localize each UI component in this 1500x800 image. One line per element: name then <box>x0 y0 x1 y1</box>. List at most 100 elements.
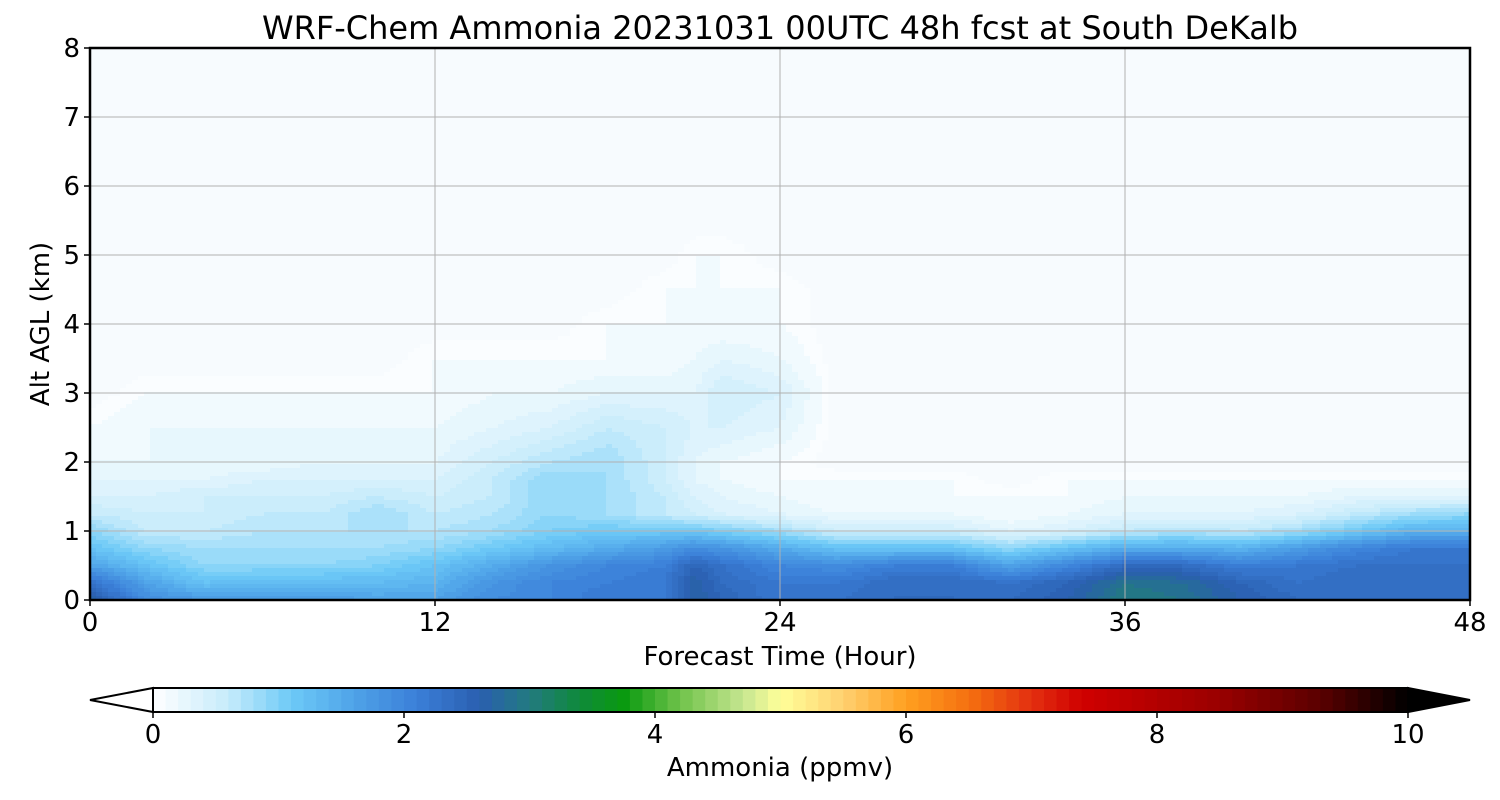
heatmap-cell <box>228 428 235 433</box>
heatmap-cell <box>240 416 247 421</box>
heatmap-cell <box>648 280 655 285</box>
heatmap-cell <box>258 424 265 429</box>
heatmap-cell <box>312 476 319 481</box>
heatmap-cell <box>252 376 259 381</box>
heatmap-cell <box>240 424 247 429</box>
heatmap-cell <box>552 400 559 405</box>
heatmap-cell <box>750 348 757 353</box>
heatmap-cell <box>648 476 655 481</box>
heatmap-cell <box>480 380 487 385</box>
heatmap-cell <box>462 348 469 353</box>
heatmap-cell <box>126 436 133 441</box>
heatmap-cell <box>684 384 691 389</box>
heatmap-cell <box>228 448 235 453</box>
heatmap-cell <box>150 440 157 445</box>
heatmap-cell <box>660 424 667 429</box>
heatmap-cell <box>486 452 493 457</box>
heatmap-cell <box>756 292 763 297</box>
heatmap-cell <box>522 344 529 349</box>
heatmap-cell <box>630 320 637 325</box>
heatmap-cell <box>738 428 745 433</box>
heatmap-cell <box>384 456 391 461</box>
heatmap-cell <box>618 480 625 485</box>
heatmap-cell <box>744 296 751 301</box>
heatmap-cell <box>330 404 337 409</box>
heatmap-cell <box>810 372 817 377</box>
heatmap-cell <box>306 484 313 489</box>
heatmap-cell <box>756 312 763 317</box>
heatmap-cell <box>294 376 301 381</box>
heatmap-cell <box>462 344 469 349</box>
heatmap-cell <box>210 416 217 421</box>
heatmap-cell <box>372 432 379 437</box>
heatmap-cell <box>768 316 775 321</box>
heatmap-cell <box>708 364 715 369</box>
heatmap-cell <box>252 436 259 441</box>
heatmap-cell <box>654 356 661 361</box>
heatmap-cell <box>810 472 817 477</box>
heatmap-cell <box>498 484 505 489</box>
heatmap-cell <box>600 428 607 433</box>
heatmap-cell <box>102 480 109 485</box>
heatmap-cell <box>588 468 595 473</box>
heatmap-cell <box>768 340 775 345</box>
heatmap-cell <box>696 308 703 313</box>
heatmap-cell <box>660 368 667 373</box>
heatmap-cell <box>366 420 373 425</box>
heatmap-cell <box>780 444 787 449</box>
heatmap-cell <box>156 408 163 413</box>
heatmap-cell <box>594 480 601 485</box>
heatmap-cell <box>162 452 169 457</box>
heatmap-cell <box>486 344 493 349</box>
heatmap-cell <box>546 480 553 485</box>
heatmap-cell <box>1134 480 1141 485</box>
heatmap-cell <box>162 472 169 477</box>
heatmap-cell <box>750 268 757 273</box>
heatmap-cell <box>462 400 469 405</box>
heatmap-cell <box>450 412 457 417</box>
heatmap-cell <box>684 480 691 485</box>
heatmap-cell <box>504 392 511 397</box>
heatmap-cell <box>456 484 463 489</box>
heatmap-cell <box>744 320 751 325</box>
heatmap-cell <box>312 448 319 453</box>
heatmap-cell <box>594 452 601 457</box>
heatmap-cell <box>678 288 685 293</box>
heatmap-cell <box>810 412 817 417</box>
heatmap-cell <box>672 288 679 293</box>
heatmap-cell <box>402 448 409 453</box>
heatmap-cell <box>1062 472 1069 477</box>
heatmap-cell <box>198 476 205 481</box>
heatmap-cell <box>468 348 475 353</box>
heatmap-cell <box>492 472 499 477</box>
heatmap-cell <box>102 468 109 473</box>
heatmap-cell <box>702 252 709 257</box>
heatmap-cell <box>708 280 715 285</box>
heatmap-cell <box>780 272 787 277</box>
heatmap-cell <box>708 432 715 437</box>
heatmap-cell <box>738 424 745 429</box>
heatmap-cell <box>636 480 643 485</box>
heatmap-cell <box>480 468 487 473</box>
heatmap-cell <box>366 440 373 445</box>
heatmap-cell <box>486 456 493 461</box>
heatmap-cell <box>102 472 109 477</box>
heatmap-cell <box>522 472 529 477</box>
heatmap-cell <box>726 364 733 369</box>
heatmap-cell <box>1344 480 1351 485</box>
heatmap-cell <box>600 352 607 357</box>
heatmap-cell <box>162 444 169 449</box>
heatmap-cell <box>318 408 325 413</box>
heatmap-cell <box>1458 476 1465 481</box>
heatmap-cell <box>702 360 709 365</box>
heatmap-cell <box>246 416 253 421</box>
heatmap-cell <box>516 412 523 417</box>
heatmap-cell <box>792 340 799 345</box>
heatmap-cell <box>276 452 283 457</box>
heatmap-cell <box>156 464 163 469</box>
heatmap-cell <box>462 384 469 389</box>
heatmap-cell <box>510 424 517 429</box>
heatmap-cell <box>234 424 241 429</box>
heatmap-cell <box>120 440 127 445</box>
heatmap-cell <box>402 472 409 477</box>
